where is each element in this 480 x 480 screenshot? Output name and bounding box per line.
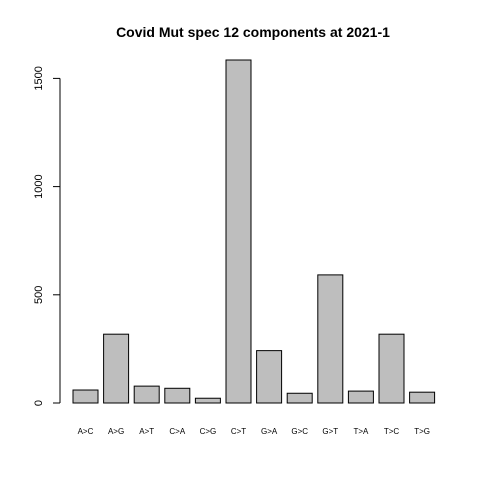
bar-A-to-T — [133, 385, 160, 404]
bar-C-to-G — [194, 397, 221, 404]
x-category-label: T>C — [384, 427, 400, 436]
x-category-label: C>G — [200, 427, 217, 436]
bar-C-to-T — [225, 59, 252, 404]
y-tick-label: 0 — [33, 400, 45, 406]
x-category-label: A>C — [78, 427, 94, 436]
x-category-label: G>C — [291, 427, 308, 436]
x-category-label: G>T — [322, 427, 338, 436]
bar-G-to-A — [256, 350, 283, 404]
bar-T-to-G — [409, 391, 436, 404]
y-tick-label: 1500 — [33, 66, 45, 90]
bar-A-to-C — [72, 389, 99, 404]
bar-T-to-C — [378, 333, 405, 404]
bar-T-to-A — [347, 390, 374, 404]
x-category-label: G>A — [261, 427, 278, 436]
bar-A-to-G — [103, 333, 130, 404]
bar-C-to-A — [164, 387, 191, 404]
x-category-label: C>T — [231, 427, 246, 436]
bars — [72, 59, 436, 404]
x-category-label: A>G — [108, 427, 124, 436]
bar-G-to-T — [317, 274, 344, 404]
bar-G-to-C — [286, 392, 313, 404]
y-tick-label: 1000 — [33, 174, 45, 198]
y-tick-label: 500 — [33, 286, 45, 304]
x-category-label: A>T — [139, 427, 154, 436]
x-category-label: T>A — [353, 427, 369, 436]
y-axis: 0 500 1000 1500 — [33, 66, 61, 406]
x-axis-labels: A>C A>G A>T C>A C>G C>T G>A G>C G>T T>A T>C T>G — [78, 427, 430, 436]
x-category-label: T>G — [414, 427, 430, 436]
chart-title: Covid Mut spec 12 components at 2021-1 — [116, 24, 390, 40]
x-category-label: C>A — [169, 427, 185, 436]
